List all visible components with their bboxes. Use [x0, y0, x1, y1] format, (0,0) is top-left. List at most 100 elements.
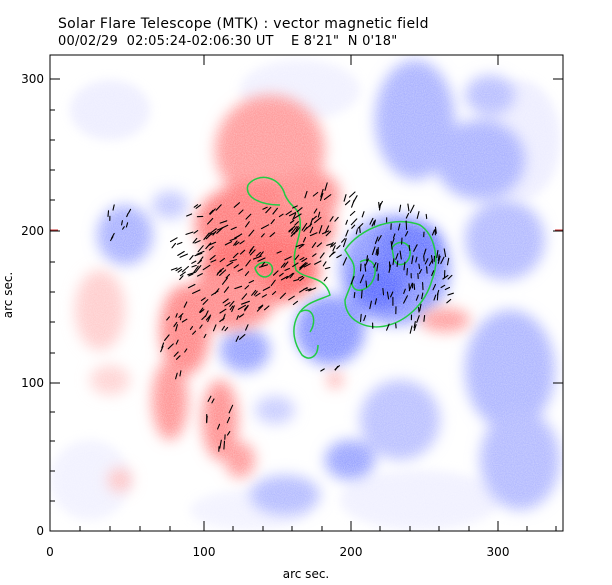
field-vector [293, 278, 300, 282]
field-vector [440, 284, 446, 289]
field-vector [446, 257, 450, 266]
field-vector [186, 213, 193, 217]
field-vector [229, 237, 237, 242]
field-vector [437, 254, 440, 262]
field-vector [194, 240, 201, 244]
field-vector [210, 259, 217, 263]
field-vector [312, 191, 319, 197]
field-vector [434, 226, 437, 234]
field-vector [179, 253, 188, 258]
field-vector [304, 190, 308, 199]
field-vector [238, 334, 246, 340]
field-vector [193, 204, 199, 208]
field-vector [241, 300, 250, 305]
field-vector [295, 227, 300, 233]
field-vector [295, 243, 304, 248]
field-vector [398, 204, 402, 213]
field-vector [241, 293, 248, 300]
field-vector [244, 304, 249, 311]
field-vector [292, 300, 299, 306]
field-vector [320, 188, 324, 198]
field-vector [276, 250, 282, 254]
field-vector [233, 202, 241, 208]
field-vector [255, 251, 262, 257]
field-vector [288, 225, 296, 232]
field-vector [175, 339, 179, 345]
field-vector [376, 249, 379, 256]
field-vector [296, 207, 303, 213]
field-vector [127, 208, 132, 214]
field-vector [359, 226, 361, 234]
field-vector [261, 262, 265, 267]
field-vector [255, 292, 261, 297]
field-vector [382, 287, 385, 296]
field-vector [245, 324, 249, 331]
field-vector [421, 292, 424, 300]
field-vector [376, 262, 379, 272]
field-vector [211, 290, 219, 296]
field-vector [179, 275, 184, 281]
field-vector [121, 220, 123, 226]
field-vector [256, 305, 264, 312]
field-vector [403, 288, 406, 294]
field-vector [353, 291, 356, 299]
field-vector [432, 283, 437, 291]
field-vector [319, 192, 324, 201]
field-vector [303, 263, 311, 268]
field-vector [359, 274, 365, 284]
field-vector [239, 249, 246, 255]
field-vector [259, 264, 269, 268]
field-vector [336, 245, 341, 250]
field-vector [222, 298, 229, 304]
y-tick-label: 300 [21, 72, 44, 86]
field-vector [334, 216, 339, 222]
field-vector [202, 299, 209, 305]
field-vector [261, 294, 267, 298]
field-vector [377, 235, 382, 242]
field-vector [317, 211, 321, 218]
field-vector [177, 268, 183, 273]
field-vector [202, 264, 211, 271]
field-vector [430, 254, 434, 264]
field-vector [212, 230, 217, 236]
field-vector [260, 224, 270, 230]
field-vector [378, 201, 380, 209]
y-axis-label: arc sec. [1, 272, 15, 318]
field-vector [301, 222, 308, 231]
field-vector [262, 286, 271, 291]
field-vector [344, 200, 351, 206]
field-vector [280, 262, 286, 268]
field-vector [324, 266, 331, 270]
field-vector [192, 289, 201, 294]
field-vector [176, 241, 183, 245]
field-vector [229, 300, 235, 307]
field-vector [288, 228, 294, 233]
field-vector [166, 316, 170, 321]
field-vector [409, 204, 415, 214]
figure-title: Solar Flare Telescope (MTK) : vector mag… [58, 16, 429, 32]
field-vector [318, 225, 323, 234]
field-vector [415, 294, 419, 301]
field-vector [192, 237, 198, 244]
x-tick-label: 200 [340, 545, 363, 559]
field-vector [283, 261, 289, 268]
field-vector [236, 315, 239, 320]
field-vector [350, 218, 358, 226]
field-vector [263, 305, 270, 311]
field-vector [436, 249, 439, 259]
field-vector [237, 304, 247, 310]
field-vector [351, 224, 356, 229]
field-vector [164, 334, 170, 341]
field-vector [292, 213, 297, 221]
field-vector [443, 248, 447, 257]
field-vector [399, 250, 402, 260]
field-vector [371, 220, 375, 227]
field-vector [230, 226, 237, 231]
field-vector [279, 292, 286, 299]
field-vector [405, 212, 410, 219]
field-vector [279, 272, 284, 277]
field-vector [191, 264, 197, 268]
field-vector [419, 303, 422, 312]
x-tick-label: 0 [46, 545, 54, 559]
